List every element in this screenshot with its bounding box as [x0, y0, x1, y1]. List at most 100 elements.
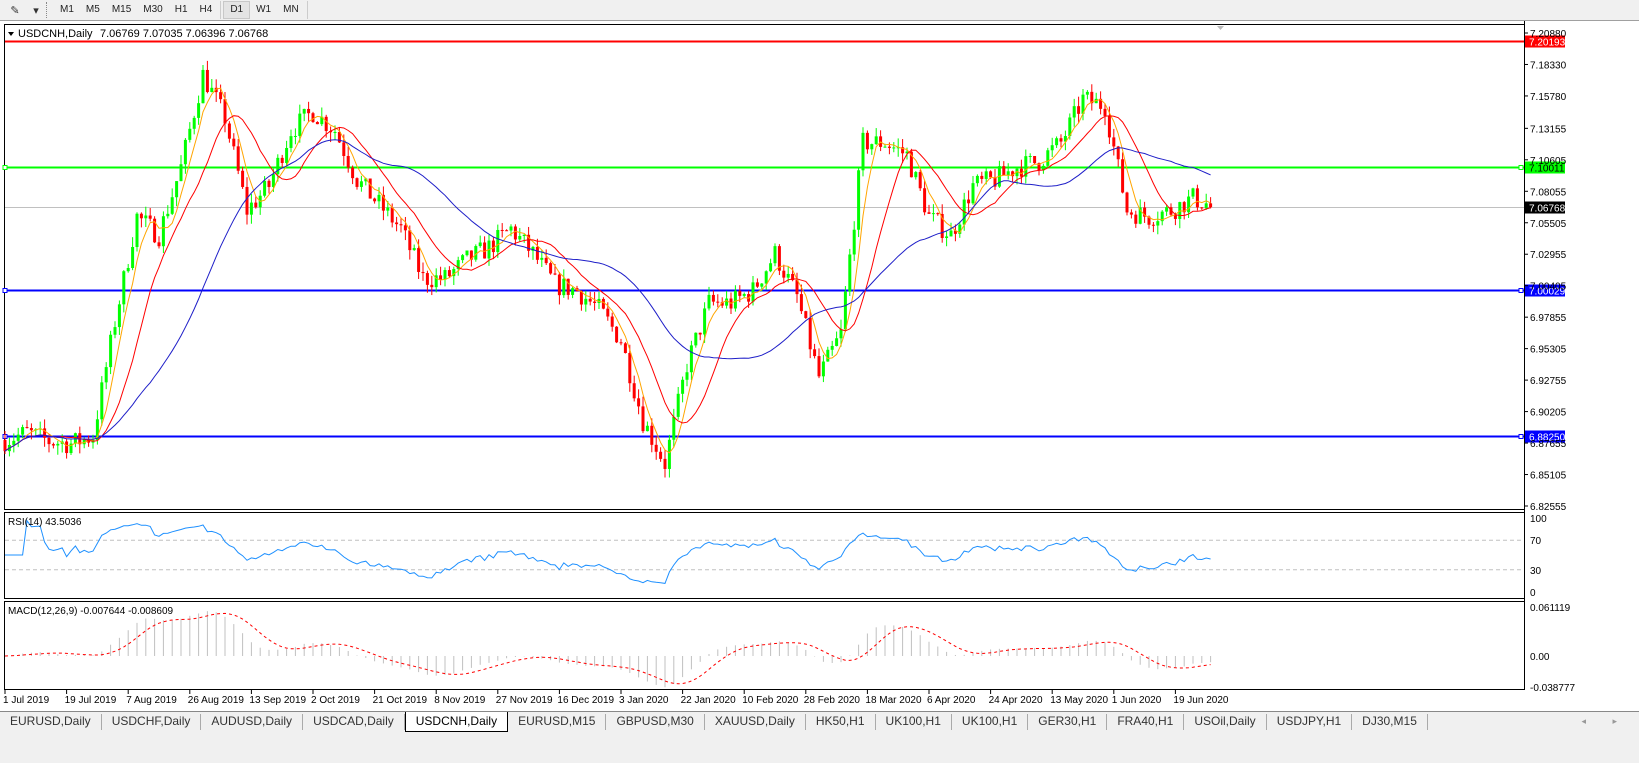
symbol-label: USDCNH,Daily [18, 28, 93, 40]
candle-body [518, 235, 522, 240]
tab-xauusd-daily[interactable]: XAUUSD,Daily [705, 714, 806, 730]
tab-dj30-m15[interactable]: DJ30,M15 [1352, 714, 1428, 730]
candle-body [821, 361, 825, 377]
candle-body [1077, 106, 1081, 114]
tab-gbpusd-m30[interactable]: GBPUSD,M30 [606, 714, 705, 730]
candle-body [500, 229, 504, 231]
candle-body [324, 116, 328, 131]
candle-body [1002, 166, 1006, 176]
candle-body [1191, 188, 1195, 197]
price-tick-label: 7.02955 [1530, 250, 1567, 261]
ma-fast-line [4, 87, 1211, 454]
price-line-label: 7.10011 [1529, 164, 1565, 175]
candle-body [760, 283, 764, 287]
tab-usdjpy-h1[interactable]: USDJPY,H1 [1267, 714, 1353, 730]
candle-body [813, 349, 817, 357]
candle-body [452, 268, 456, 277]
line-tool-icon[interactable]: ✎ [10, 4, 20, 17]
tab-usdcnh-daily[interactable]: USDCNH,Daily [404, 712, 509, 732]
candle-body [971, 183, 975, 204]
tab-eurusd-daily[interactable]: EURUSD,Daily [0, 714, 102, 730]
candle-body [148, 215, 152, 219]
candle-body [681, 379, 685, 394]
chevron-down-icon[interactable]: ▾ [33, 4, 39, 17]
timeframe-h4[interactable]: H4 [199, 4, 213, 15]
collapse-triangle-icon[interactable] [8, 32, 14, 36]
timeframe-m1[interactable]: M1 [60, 4, 74, 15]
candle-body [892, 147, 896, 149]
chart-header: USDCNH,Daily 7.06769 7.07035 7.06396 7.0… [8, 28, 268, 40]
date-tick-label: 8 Nov 2019 [434, 695, 486, 706]
timeframe-m30[interactable]: M30 [143, 4, 163, 15]
candle-body [676, 393, 680, 417]
candle-body [905, 151, 909, 154]
candle-body [623, 343, 627, 354]
candle-body [1147, 216, 1151, 225]
timeframe-mn[interactable]: MN [283, 4, 299, 15]
candle-body [989, 171, 993, 178]
line-anchor-handle[interactable] [1518, 288, 1524, 293]
candle-body [914, 172, 918, 178]
date-tick-label: 19 Jun 2020 [1173, 695, 1228, 706]
candle-body [456, 260, 460, 269]
candle-body [540, 257, 544, 260]
timeframe-m5[interactable]: M5 [85, 4, 100, 15]
candle-body [1107, 115, 1111, 138]
timeframe-h1[interactable]: H1 [174, 4, 188, 15]
chart-shift-marker[interactable] [1217, 26, 1224, 30]
line-anchor-handle[interactable] [1518, 434, 1524, 439]
candle-body [1081, 94, 1085, 114]
candle-body [122, 271, 126, 305]
candle-body [280, 157, 284, 163]
candle-body [505, 230, 509, 232]
candle-body [144, 215, 148, 219]
candle-body [491, 240, 495, 253]
line-anchor-handle[interactable] [1518, 165, 1524, 170]
price-line-label: 7.00029 [1529, 287, 1566, 298]
price-line-label-bg [1525, 35, 1565, 48]
tab-scroll-arrows[interactable]: ◂ ▸ [1581, 716, 1629, 726]
candle-body [1151, 224, 1155, 226]
candle-body [412, 248, 416, 251]
candle-body [69, 443, 73, 454]
candle-body [1037, 163, 1041, 171]
candle-body [804, 311, 808, 318]
candle-body [1050, 145, 1054, 151]
tab-usdchf-daily[interactable]: USDCHF,Daily [102, 714, 202, 730]
tab-audusd-daily[interactable]: AUDUSD,Daily [201, 714, 304, 730]
timeframe-w1[interactable]: W1 [256, 4, 272, 15]
chart-window[interactable]: 7.20193 7.10011 7.00029 6.88250 7.06768 7.20… [0, 0, 1639, 711]
candle-body [549, 263, 553, 274]
candle-body [1028, 155, 1032, 157]
candle-body [566, 278, 570, 295]
candle-body [183, 139, 187, 165]
candle-body [496, 229, 500, 253]
price-tick-label: 6.92755 [1530, 376, 1567, 387]
candle-body [157, 242, 161, 247]
candle-body [1072, 106, 1076, 118]
candle-body [936, 213, 940, 215]
tab-uk100-h1[interactable]: UK100,H1 [952, 714, 1029, 730]
tab-ger30-h1[interactable]: GER30,H1 [1028, 714, 1108, 730]
candle-body [210, 87, 214, 93]
candle-body [249, 202, 253, 215]
timeframe-m15[interactable]: M15 [111, 4, 132, 15]
timeframe-d1[interactable]: D1 [223, 1, 251, 19]
line-anchor-handle[interactable] [2, 288, 8, 293]
tab-eurusd-m15[interactable]: EURUSD,M15 [508, 714, 607, 730]
tab-usoil-daily[interactable]: USOil,Daily [1184, 714, 1267, 730]
candle-body [1182, 202, 1186, 213]
candle-body [386, 207, 390, 211]
candle-body [109, 334, 113, 368]
price-tick-label: 7.20880 [1530, 29, 1567, 40]
candle-body [852, 229, 856, 255]
tab-fra40-h1[interactable]: FRA40,H1 [1107, 714, 1185, 730]
date-tick-label: 13 Sep 2019 [249, 695, 306, 706]
tab-hk50-h1[interactable]: HK50,H1 [806, 714, 876, 730]
tab-uk100-h1[interactable]: UK100,H1 [876, 714, 952, 730]
candle-body [513, 226, 517, 240]
candle-body [535, 246, 539, 260]
line-anchor-handle[interactable] [2, 165, 8, 170]
tab-usdcad-daily[interactable]: USDCAD,Daily [303, 714, 405, 730]
toolbar-divider [220, 1, 222, 19]
